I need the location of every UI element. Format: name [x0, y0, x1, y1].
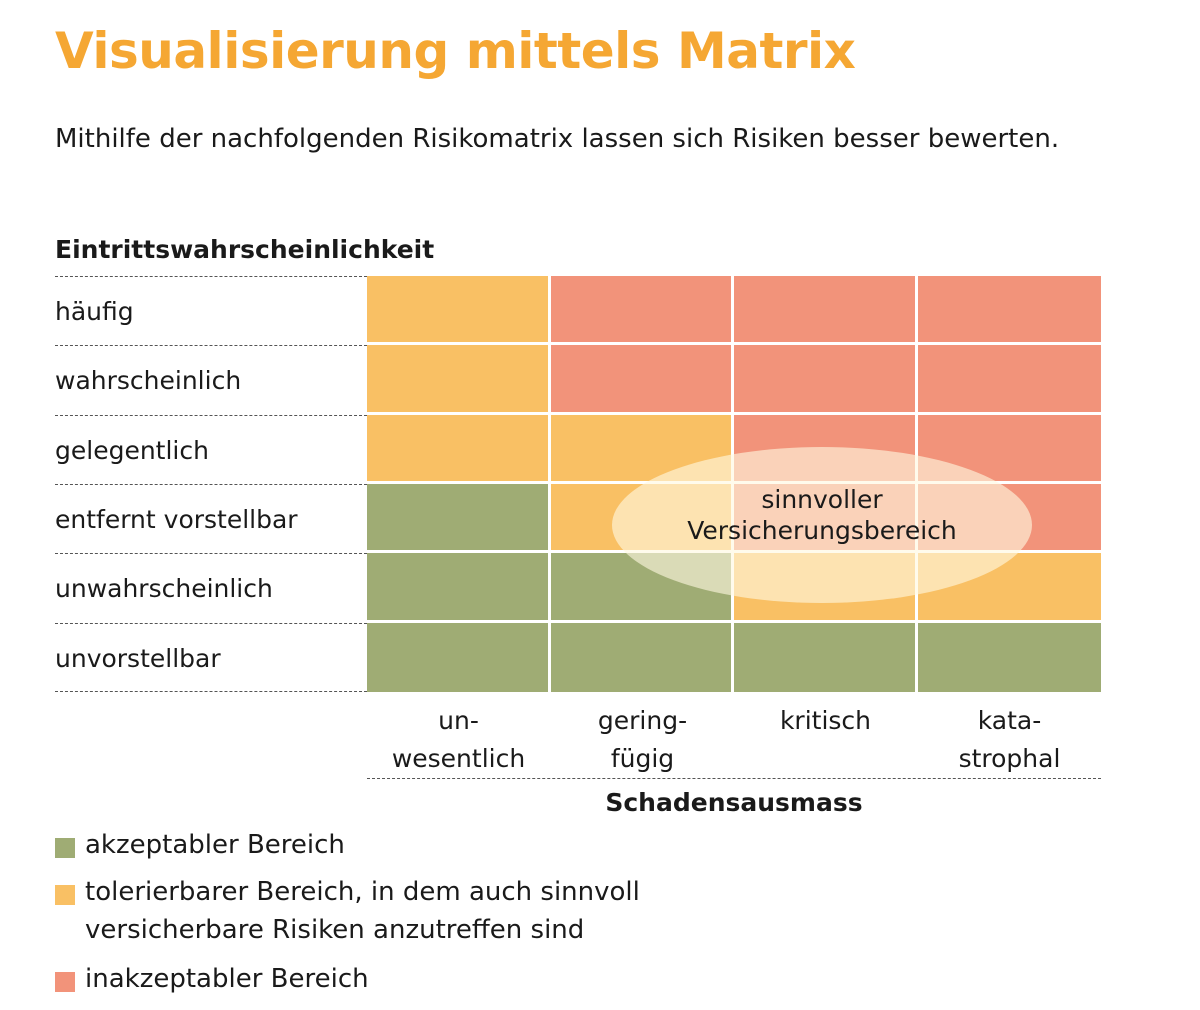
insurance-zone-ellipse	[612, 447, 1032, 603]
column-label-line: kata-	[977, 706, 1042, 735]
column-label: un-wesentlich	[367, 702, 550, 778]
column-label: kritisch	[734, 702, 917, 740]
matrix-cell-unacceptable	[734, 276, 915, 342]
legend-text: tolerierbarer Bereich, in dem auch sinnv…	[85, 877, 640, 907]
matrix-cell-acceptable	[367, 553, 548, 620]
matrix-cell-unacceptable	[734, 345, 915, 412]
matrix-cell-acceptable	[367, 484, 548, 550]
legend-text: versicherbare Risiken anzutreffen sind	[85, 915, 585, 945]
row-label: häufig	[55, 276, 367, 345]
matrix-cell-acceptable	[367, 623, 548, 692]
legend-text: inakzeptabler Bereich	[85, 964, 369, 994]
matrix-cell-tolerable	[367, 345, 548, 412]
matrix-cell-acceptable	[551, 623, 731, 692]
x-axis-line	[367, 778, 1101, 779]
legend-text: akzeptabler Bereich	[85, 830, 345, 860]
row-label: unwahrscheinlich	[55, 553, 367, 622]
page-title: Visualisierung mittels Matrix	[55, 22, 856, 80]
legend-item-tolerable: tolerierbarer Bereich, in dem auch sinnv…	[55, 873, 640, 949]
matrix-cell-unacceptable	[551, 345, 731, 412]
legend-swatch	[55, 885, 75, 905]
column-label-line: kritisch	[779, 706, 872, 735]
insurance-zone-label-line-2: Versicherungsbereich	[687, 516, 957, 545]
column-label-line: strophal	[958, 744, 1061, 773]
matrix-cell-tolerable	[367, 276, 548, 342]
legend-item-acceptable: akzeptabler Bereich	[55, 826, 345, 864]
row-label: gelegentlich	[55, 415, 367, 484]
page-subtitle: Mithilfe der nachfolgenden Risikomatrix …	[55, 124, 1060, 154]
matrix-cell-unacceptable	[551, 276, 731, 342]
column-label-line: fügig	[610, 744, 675, 773]
legend-swatch	[55, 972, 75, 992]
insurance-zone-label-line-1: sinnvoller	[761, 485, 883, 514]
matrix-cell-unacceptable	[918, 345, 1101, 412]
insurance-zone-label: sinnvoller Versicherungsbereich	[612, 484, 1032, 546]
legend-item-unacceptable: inakzeptabler Bereich	[55, 960, 369, 998]
row-label: wahrscheinlich	[55, 345, 367, 414]
row-label: entfernt vorstellbar	[55, 484, 367, 553]
column-label-line: wesentlich	[391, 744, 526, 773]
column-label: gering-fügig	[551, 702, 734, 778]
matrix-cell-tolerable	[367, 415, 548, 481]
matrix-cell-acceptable	[918, 623, 1101, 692]
y-axis-title: Eintrittswahrscheinlichkeit	[55, 235, 435, 264]
matrix-cell-acceptable	[734, 623, 915, 692]
x-axis-title: Schadensausmass	[605, 788, 863, 817]
column-label-line: un-	[438, 706, 479, 735]
matrix-cell-unacceptable	[918, 276, 1101, 342]
legend-swatch	[55, 838, 75, 858]
column-label-line: gering-	[597, 706, 688, 735]
row-label: unvorstellbar	[55, 623, 367, 692]
column-label: kata-strophal	[918, 702, 1101, 778]
